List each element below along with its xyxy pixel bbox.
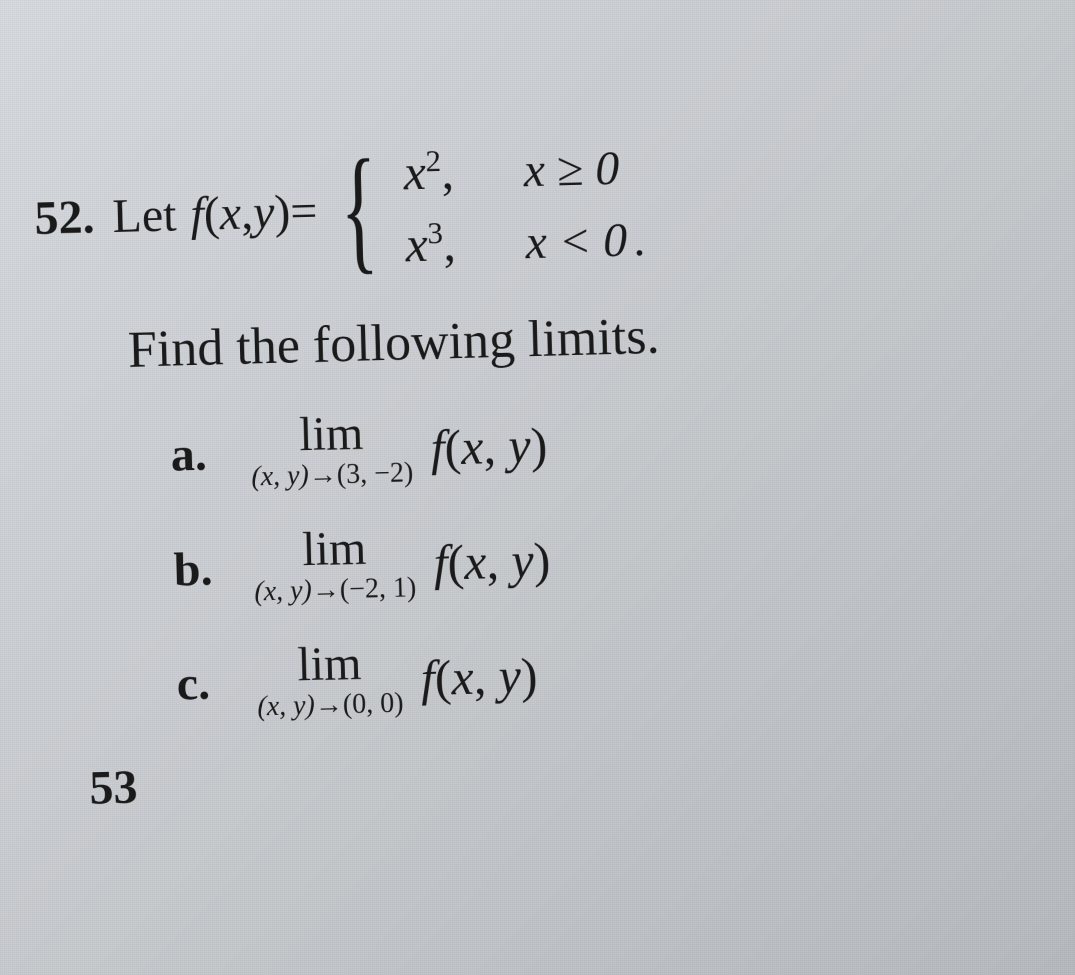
f-b: f — [433, 535, 448, 591]
fxy-b: f(x, y) — [433, 531, 551, 592]
open-b: ( — [447, 534, 465, 590]
y-a: y — [508, 418, 532, 475]
case1-expr: x2, — [403, 140, 524, 201]
left-brace-icon: { — [339, 146, 379, 273]
equals-sign: = — [290, 183, 319, 239]
problem-number: 52. — [34, 189, 95, 246]
limit-b: lim (x, y)→(−2, 1) — [253, 523, 417, 608]
var-x: x — [219, 185, 242, 241]
lim-word-b: lim — [302, 524, 367, 574]
limit-a: lim (x, y)→(3, −2) — [250, 408, 414, 493]
lead-text: Let — [112, 187, 177, 244]
limit-c: lim (x, y)→(0, 0) — [256, 638, 404, 723]
x-b: x — [463, 534, 487, 591]
case2-comma: , — [442, 215, 456, 271]
lim-target-b: (−2, 1) — [339, 572, 416, 605]
case-row-1: x2, x ≥ 0 — [403, 138, 626, 202]
fxy-a: f(x, y) — [430, 416, 548, 477]
lim-word-a: lim — [299, 410, 364, 460]
piecewise-cases: x2, x ≥ 0 x3, x < 0 — [403, 138, 628, 274]
textbook-page: 52. Let f ( x , y ) = { x2, x ≥ 0 x3, x … — [0, 0, 1075, 858]
lim-word-c: lim — [297, 639, 362, 689]
lim-prefix-a: (x, y)→ — [251, 459, 337, 492]
case1-base: x — [403, 144, 427, 201]
subpart-a: a. lim (x, y)→(3, −2) f(x, y) — [170, 392, 1037, 495]
func-f: f — [190, 186, 205, 241]
paren-close: ) — [274, 184, 291, 239]
cm-b: , — [486, 533, 512, 590]
x-a: x — [460, 419, 484, 476]
close-b: ) — [533, 532, 551, 588]
case1-exp: 2 — [425, 143, 441, 178]
open-a: ( — [444, 419, 462, 475]
paren-open: ( — [203, 186, 220, 241]
case-row-2: x3, x < 0 — [405, 210, 628, 274]
subpart-b: b. lim (x, y)→(−2, 1) f(x, y) — [173, 507, 1040, 610]
open-c: ( — [434, 649, 452, 705]
y-b: y — [511, 532, 535, 589]
case2-cond: x < 0 — [525, 213, 628, 271]
lim-prefix-b: (x, y)→ — [254, 574, 340, 607]
case2-base: x — [405, 216, 429, 273]
var-y: y — [252, 184, 275, 240]
label-c: c. — [176, 655, 257, 712]
trailing-period: . — [632, 212, 645, 267]
case1-comma: , — [441, 143, 455, 199]
case2-exp: 3 — [427, 215, 443, 250]
lim-sub-c: (x, y)→(0, 0) — [257, 688, 404, 723]
case1-cond: x ≥ 0 — [523, 141, 620, 198]
label-a: a. — [170, 425, 251, 482]
label-b: b. — [173, 540, 254, 597]
y-c: y — [498, 648, 522, 705]
next-problem-number: 53 — [89, 736, 1045, 816]
lim-target-a: (3, −2) — [336, 457, 413, 490]
fxy-c: f(x, y) — [420, 646, 538, 707]
case2-expr: x3, — [405, 212, 526, 273]
lim-sub-b: (x, y)→(−2, 1) — [254, 573, 417, 608]
f-a: f — [430, 420, 445, 476]
x-c: x — [451, 649, 475, 706]
close-a: ) — [530, 417, 548, 473]
instruction-text: Find the following limits. — [127, 297, 1033, 380]
lim-sub-a: (x, y)→(3, −2) — [251, 458, 414, 493]
cm-a: , — [483, 418, 509, 475]
lim-target-c: (0, 0) — [342, 687, 403, 720]
problem-definition: 52. Let f ( x , y ) = { x2, x ≥ 0 x3, x … — [33, 127, 1031, 283]
cm-c: , — [473, 648, 499, 705]
subparts-list: a. lim (x, y)→(3, −2) f(x, y) b. lim (x,… — [170, 392, 1043, 725]
close-c: ) — [520, 647, 538, 703]
subpart-c: c. lim (x, y)→(0, 0) f(x, y) — [176, 621, 1043, 724]
lim-prefix-c: (x, y)→ — [257, 689, 343, 722]
